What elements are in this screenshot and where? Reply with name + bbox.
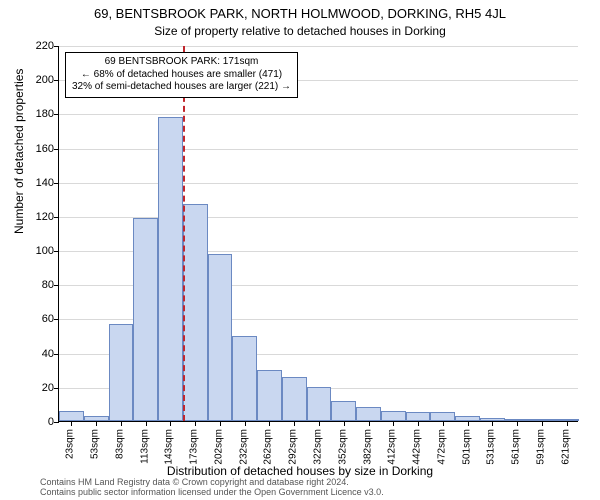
x-tick-mark bbox=[96, 421, 97, 426]
x-tick-label: 561sqm bbox=[511, 429, 522, 465]
x-tick-label: 501sqm bbox=[461, 429, 472, 465]
x-tick-label: 23sqm bbox=[65, 429, 76, 459]
y-tick-label: 180 bbox=[24, 108, 54, 120]
x-tick-label: 53sqm bbox=[90, 429, 101, 459]
y-tick-label: 200 bbox=[24, 74, 54, 86]
annotation-line: 32% of semi-detached houses are larger (… bbox=[72, 81, 291, 94]
x-tick-mark bbox=[393, 421, 394, 426]
x-tick-mark bbox=[369, 421, 370, 426]
histogram-bar bbox=[430, 412, 455, 421]
y-tick-label: 100 bbox=[24, 245, 54, 257]
property-marker-line bbox=[183, 46, 185, 421]
y-tick-mark bbox=[54, 217, 59, 218]
x-tick-mark bbox=[146, 421, 147, 426]
x-tick-label: 412sqm bbox=[387, 429, 398, 465]
y-tick-mark bbox=[54, 183, 59, 184]
x-tick-label: 621sqm bbox=[560, 429, 571, 465]
x-tick-mark bbox=[542, 421, 543, 426]
x-tick-label: 173sqm bbox=[189, 429, 200, 465]
y-tick-mark bbox=[54, 422, 59, 423]
x-tick-label: 143sqm bbox=[164, 429, 175, 465]
y-tick-label: 40 bbox=[24, 348, 54, 360]
x-tick-mark bbox=[220, 421, 221, 426]
histogram-bar bbox=[381, 411, 406, 421]
gridline bbox=[59, 46, 578, 47]
chart-footer: Contains HM Land Registry data © Crown c… bbox=[40, 478, 384, 498]
y-tick-mark bbox=[54, 80, 59, 81]
x-tick-label: 531sqm bbox=[486, 429, 497, 465]
x-tick-mark bbox=[121, 421, 122, 426]
histogram-bar bbox=[307, 387, 332, 421]
footer-line2: Contains public sector information licen… bbox=[40, 488, 384, 498]
histogram-bar bbox=[133, 218, 158, 421]
y-tick-mark bbox=[54, 46, 59, 47]
y-tick-label: 140 bbox=[24, 177, 54, 189]
x-tick-mark bbox=[269, 421, 270, 426]
chart-title-address: 69, BENTSBROOK PARK, NORTH HOLMWOOD, DOR… bbox=[0, 6, 600, 21]
gridline bbox=[59, 114, 578, 115]
histogram-bar bbox=[59, 411, 84, 421]
x-tick-mark bbox=[195, 421, 196, 426]
y-tick-label: 160 bbox=[24, 143, 54, 155]
histogram-bar bbox=[158, 117, 183, 421]
histogram-bar bbox=[232, 336, 257, 421]
x-tick-label: 322sqm bbox=[313, 429, 324, 465]
x-tick-label: 232sqm bbox=[238, 429, 249, 465]
y-tick-label: 80 bbox=[24, 279, 54, 291]
x-tick-mark bbox=[443, 421, 444, 426]
histogram-bar bbox=[406, 412, 431, 421]
x-tick-mark bbox=[492, 421, 493, 426]
annotation-line: 69 BENTSBROOK PARK: 171sqm bbox=[72, 56, 291, 69]
gridline bbox=[59, 149, 578, 150]
x-tick-label: 262sqm bbox=[263, 429, 274, 465]
x-tick-label: 472sqm bbox=[436, 429, 447, 465]
x-tick-label: 591sqm bbox=[535, 429, 546, 465]
y-tick-mark bbox=[54, 319, 59, 320]
y-tick-mark bbox=[54, 388, 59, 389]
y-tick-label: 220 bbox=[24, 40, 54, 52]
histogram-bar bbox=[356, 407, 381, 421]
x-tick-label: 352sqm bbox=[337, 429, 348, 465]
histogram-bar bbox=[331, 401, 356, 422]
y-tick-mark bbox=[54, 149, 59, 150]
x-tick-mark bbox=[567, 421, 568, 426]
chart-plot-area: 69 BENTSBROOK PARK: 171sqm← 68% of detac… bbox=[58, 46, 578, 422]
chart-title-subtitle: Size of property relative to detached ho… bbox=[0, 24, 600, 38]
annotation-box: 69 BENTSBROOK PARK: 171sqm← 68% of detac… bbox=[65, 52, 298, 98]
x-tick-label: 382sqm bbox=[362, 429, 373, 465]
x-tick-label: 83sqm bbox=[114, 429, 125, 459]
y-tick-label: 0 bbox=[24, 416, 54, 428]
histogram-bar bbox=[109, 324, 134, 421]
y-tick-mark bbox=[54, 354, 59, 355]
y-tick-label: 60 bbox=[24, 313, 54, 325]
x-tick-label: 202sqm bbox=[213, 429, 224, 465]
x-tick-mark bbox=[71, 421, 72, 426]
x-tick-mark bbox=[517, 421, 518, 426]
histogram-bar bbox=[282, 377, 307, 421]
x-tick-label: 292sqm bbox=[288, 429, 299, 465]
x-tick-mark bbox=[468, 421, 469, 426]
x-tick-mark bbox=[245, 421, 246, 426]
gridline bbox=[59, 183, 578, 184]
histogram-bar bbox=[257, 370, 282, 421]
x-tick-mark bbox=[294, 421, 295, 426]
histogram-bar bbox=[208, 254, 233, 421]
x-tick-mark bbox=[170, 421, 171, 426]
x-tick-label: 113sqm bbox=[139, 429, 150, 464]
y-tick-label: 20 bbox=[24, 382, 54, 394]
y-tick-mark bbox=[54, 285, 59, 286]
y-tick-label: 120 bbox=[24, 211, 54, 223]
x-tick-label: 442sqm bbox=[412, 429, 423, 465]
x-tick-mark bbox=[418, 421, 419, 426]
histogram-bar bbox=[183, 204, 208, 421]
y-tick-mark bbox=[54, 114, 59, 115]
x-tick-mark bbox=[319, 421, 320, 426]
y-tick-mark bbox=[54, 251, 59, 252]
annotation-line: ← 68% of detached houses are smaller (47… bbox=[72, 69, 291, 82]
x-tick-mark bbox=[344, 421, 345, 426]
x-axis-label: Distribution of detached houses by size … bbox=[0, 464, 600, 478]
